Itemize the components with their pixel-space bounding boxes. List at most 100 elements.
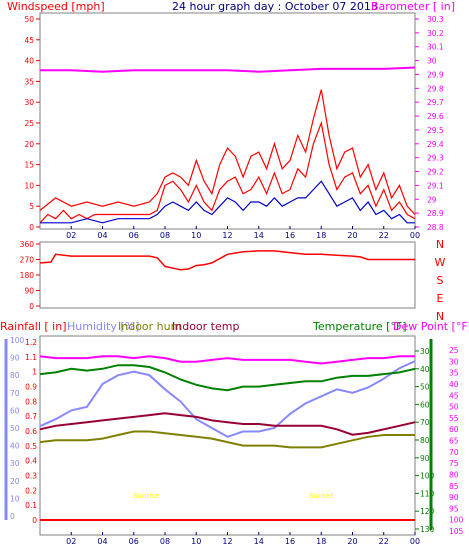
windspeed-tick-label: 20 [24, 140, 34, 149]
windspeed-tick-label: 15 [24, 161, 34, 170]
panel1-x-ticks: 02 04 06 08 10 12 14 16 18 20 22 00 [66, 226, 420, 240]
windspeed-tick-label: 40 [24, 57, 34, 66]
direction-ticks: 360 270 180 90 0 [20, 240, 40, 311]
compass-label: E [437, 292, 444, 305]
humidity-tick-label: 70 [10, 389, 20, 398]
temperature-tick-label: 90 [420, 454, 430, 463]
rainfall-tick-label: 0.8 [25, 397, 37, 406]
barometer-tick-label: 30.3 [427, 15, 444, 24]
humidity-tick-label: 50 [10, 424, 20, 433]
rainfall-tick-label: 0.3 [25, 472, 37, 481]
dew-point-tick-label: 80 [449, 470, 459, 479]
dew-point-tick-label: 60 [449, 425, 459, 434]
panel1-x-tick-label: 20 [347, 231, 357, 240]
panel3-x-tick-label: 06 [129, 537, 139, 546]
humidity-tick-label: 0 [10, 512, 15, 521]
temperature-tick-label: 120 [420, 507, 435, 516]
panel3-frame [39, 335, 416, 536]
barometer-tick-label: 30.1 [427, 43, 444, 52]
humidity-tick-label: 80 [10, 371, 20, 380]
windspeed-tick-label: 50 [24, 15, 34, 24]
panel1-x-tick-label: 00 [410, 231, 420, 240]
direction-tick-label: 360 [20, 240, 35, 249]
rainfall-tick-label: 0.5 [25, 442, 37, 451]
windspeed-tick-label: 35 [24, 77, 34, 86]
panel1-x-tick-label: 18 [316, 231, 326, 240]
dew-point-axis-label: Dew Point [°F] [393, 320, 469, 333]
series-line-indoor-temp [39, 412, 416, 436]
panel3-x-tick-label: 02 [66, 537, 76, 546]
dew-point-tick-label: 85 [449, 482, 459, 491]
series-line-temperature [39, 364, 416, 392]
humidity-tick-label: 10 [10, 494, 20, 503]
panel3-x-tick-label: 18 [316, 537, 326, 546]
panel3-x-ticks: 02 04 06 08 10 12 14 16 18 20 22 00 [66, 532, 420, 546]
temperature-tick-label: 100 [420, 472, 435, 481]
barometer-tick-label: 30.2 [427, 29, 444, 38]
barometer-tick-label: 30 [427, 57, 437, 66]
compass-label: N [436, 238, 444, 251]
windspeed-tick-label: 10 [24, 181, 34, 190]
dew-point-tick-label: 25 [449, 346, 459, 355]
dew-point-tick-label: 75 [449, 459, 459, 468]
series-line-humidity [39, 360, 416, 438]
humidity-ticks: 0 10 20 30 40 50 60 70 80 90 100 [10, 336, 25, 521]
temperature-tick-label: 40 [420, 365, 430, 374]
humidity-tick-label: 20 [10, 477, 20, 486]
humidity-tick-label: 30 [10, 459, 20, 468]
wind-barometer-panel: Windspeed [mph] 24 hour graph day : Octo… [7, 0, 455, 240]
panel1-x-tick-label: 02 [66, 231, 76, 240]
panel3-x-tick-label: 20 [347, 537, 357, 546]
dew-point-tick-label: 100 [449, 516, 464, 525]
rainfall-tick-label: 0.2 [25, 486, 37, 495]
humidity-axis-label: Humidity [%] [67, 320, 139, 333]
windspeed-tick-label: 5 [29, 202, 34, 211]
panel3-x-tick-label: 04 [97, 537, 107, 546]
panel3-x-tick-label: 12 [222, 537, 232, 546]
panel1-x-tick-label: 22 [379, 231, 389, 240]
direction-tick-label: 0 [29, 302, 34, 311]
temperature-tick-label: 50 [420, 383, 430, 392]
temperature-humidity-panel: Rainfall [ in] Humidity [%] Indoor hum I… [0, 320, 469, 546]
panel3-x-tick-label: 08 [160, 537, 170, 546]
dew-point-tick-label: 35 [449, 369, 459, 378]
panel1-x-tick-label: 12 [222, 231, 232, 240]
panel1-x-tick-label: 14 [254, 231, 264, 240]
rainfall-tick-label: 0.1 [25, 501, 37, 510]
dew-point-tick-label: 50 [449, 403, 459, 412]
barometer-tick-label: 29.6 [427, 112, 444, 121]
rainfall-tick-label: 0.6 [25, 427, 37, 436]
barometer-tick-label: 29.1 [427, 181, 444, 190]
barometer-ticks: 28.8 28.9 29 29.1 29.2 29.3 29.4 29.5 29.6 29.7 29… [415, 15, 444, 232]
temperature-tick-label: 30 [420, 347, 430, 356]
dew-point-tick-label: 95 [449, 504, 459, 513]
barometer-tick-label: 29 [427, 195, 437, 204]
humidity-tick-label: 90 [10, 354, 20, 363]
panel1-frame [39, 12, 416, 230]
rainfall-tick-label: 1.1 [25, 353, 37, 362]
windspeed-axis-label: Windspeed [mph] [7, 0, 105, 13]
chart-title: 24 hour graph day : October 07 2013 [172, 0, 378, 13]
temperature-tick-label: 80 [420, 436, 430, 445]
dew-point-tick-label: 40 [449, 380, 459, 389]
rainfall-tick-label: 1 [32, 368, 37, 377]
barometer-tick-label: 29.9 [427, 70, 444, 79]
barometer-tick-label: 29.4 [427, 140, 444, 149]
indoor-hum-label: Indoor hum [118, 320, 181, 333]
temperature-tick-label: 70 [420, 418, 430, 427]
barometer-tick-label: 29.8 [427, 84, 444, 93]
dew-point-tick-label: 45 [449, 391, 459, 400]
windspeed-tick-label: 45 [24, 36, 34, 45]
temperature-humidity-lines [39, 355, 416, 521]
humidity-tick-label: 60 [10, 406, 20, 415]
series-line-indoor-hum [39, 430, 415, 449]
temperature-ticks: 30 40 50 60 70 80 90 100 110 120 130 [415, 347, 435, 534]
panel1-x-tick-label: 04 [97, 231, 107, 240]
temperature-tick-label: 110 [420, 489, 435, 498]
wind-direction-lines [39, 250, 415, 271]
dew-point-tick-label: 105 [449, 527, 464, 536]
panel1-x-tick-label: 08 [160, 231, 170, 240]
